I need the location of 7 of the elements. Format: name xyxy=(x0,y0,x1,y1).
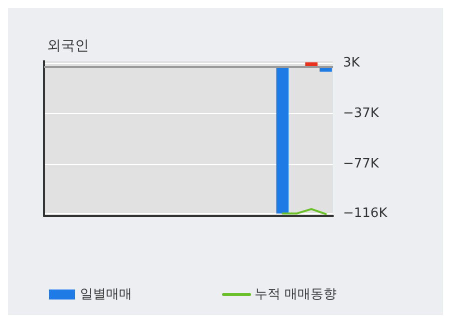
chart-title: 외국인 xyxy=(47,38,89,54)
y-tick-label: −77K xyxy=(343,156,380,172)
legend-label: 일별매매 xyxy=(80,287,132,302)
y-tick-label: 3K xyxy=(343,55,360,70)
legend-label: 누적 매매동향 xyxy=(254,287,337,302)
y-tick-label: −37K xyxy=(343,106,380,122)
y-tick-label: −116K xyxy=(343,206,388,221)
